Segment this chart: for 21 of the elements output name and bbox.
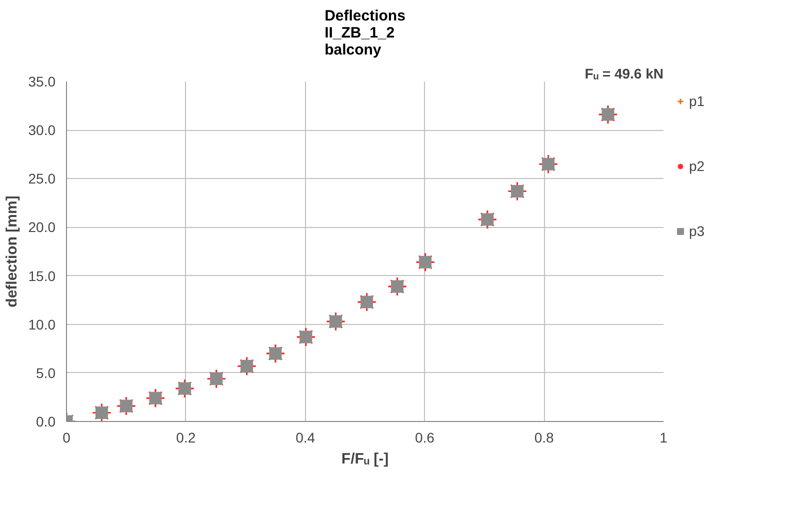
y-tick-label: 35.0: [28, 74, 56, 90]
legend-label: p1: [689, 93, 706, 109]
x-tick-label: 1: [660, 430, 668, 446]
y-tick-label: 15.0: [28, 268, 56, 284]
y-axis-title: deflection [mm]: [3, 196, 20, 308]
x-tick-label: 0.6: [414, 430, 435, 446]
y-tick-label: 30.0: [28, 122, 56, 138]
x-axis-title: F/Fᵤ [-]: [341, 450, 389, 468]
chart-title: Deflections II_ZB_1_2 balcony: [324, 8, 406, 58]
x-tick-label: 0.2: [176, 430, 196, 446]
text: Fᵤ = 49.6 kN: [584, 66, 664, 82]
y-tick-label: 0.0: [36, 414, 56, 430]
y-tick-label: 5.0: [36, 364, 56, 381]
y-tick-label: 20.0: [28, 219, 56, 236]
x-tick-label: 0: [62, 430, 71, 446]
y-tick-label: 10.0: [28, 316, 56, 332]
x-tick-label: 0.8: [534, 430, 554, 446]
x-tick-label: 0.4: [296, 430, 316, 446]
legend-label: p2: [689, 158, 706, 174]
y-tick-label: 25.0: [28, 170, 56, 187]
legend-label: p3: [689, 223, 706, 239]
